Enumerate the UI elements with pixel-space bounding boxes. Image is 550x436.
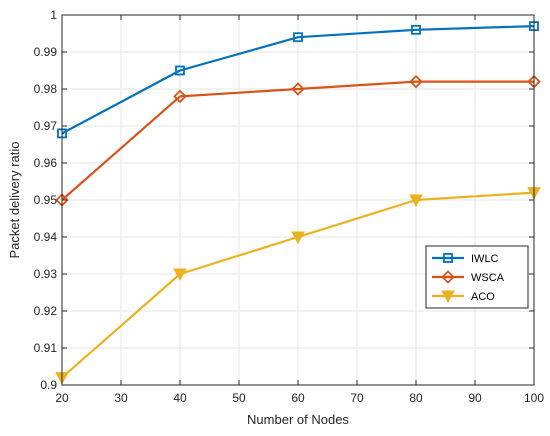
legend: IWLC WSCA ACO [425,245,529,309]
x-tick-label: 50 [232,391,246,405]
data-point-aco [409,194,423,208]
data-point-iwlc [175,65,185,76]
data-point-aco [173,268,187,282]
x-tick-label: 70 [350,391,364,405]
legend-label-aco: ACO [471,291,495,303]
x-tick-label: 100 [524,391,544,405]
y-tick-label: 0.97 [34,119,58,133]
data-point-wsca [409,74,423,89]
data-point-iwlc [293,32,303,43]
y-tick-label: 1 [50,8,57,22]
data-point-iwlc [411,24,421,35]
data-point-wsca [291,82,305,96]
y-tick-label: 0.92 [34,304,58,318]
y-tick-label: 0.96 [34,156,58,170]
y-tick-label: 0.94 [34,230,58,244]
legend-marker-wsca [441,270,455,284]
x-tick-label: 20 [55,391,69,405]
y-tick-label: 0.91 [34,341,58,355]
x-tick-label: 90 [468,391,482,405]
data-point-wsca [173,89,187,104]
y-tick-label: 0.9 [40,378,57,392]
series-line-wsca [61,80,534,201]
legend-label-iwlc: IWLC [471,253,499,265]
x-tick-label: 60 [291,391,305,405]
legend-marker-iwlc [443,253,453,263]
x-tick-label: 40 [173,391,187,405]
tick-labels: 20 30 40 50 60 70 80 90 100 0.9 0.91 0.92 0.93 0.94 0.… [34,8,545,405]
x-axis-label: Number of Nodes [247,412,349,427]
x-tick-label: 80 [409,391,423,405]
data-point-aco [291,231,305,245]
y-tick-label: 0.95 [34,193,58,207]
y-tick-label: 0.93 [34,267,58,281]
y-tick-label: 0.99 [34,45,58,59]
series-line-iwlc [61,25,535,135]
legend-marker-aco [441,290,455,304]
y-axis-label: Packet delivery ratio [7,141,22,258]
legend-item-wsca: WSCA [432,270,505,284]
legend-item-aco: ACO [432,290,495,304]
x-tick-label: 30 [114,391,128,405]
legend-label-wsca: WSCA [471,272,505,284]
legend-item-iwlc: IWLC [432,253,499,265]
y-tick-label: 0.98 [34,82,58,96]
